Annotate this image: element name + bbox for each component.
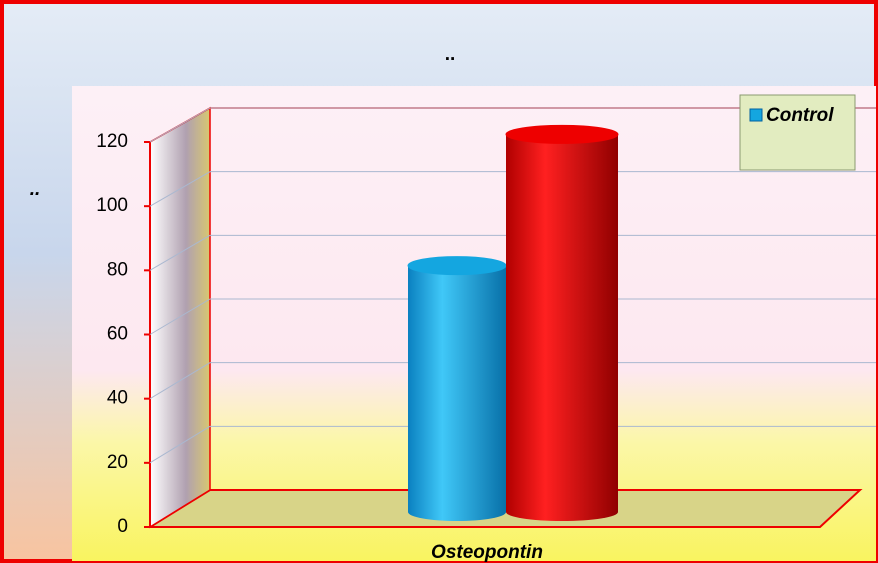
grid-line <box>149 171 211 207</box>
grid-line <box>149 425 211 464</box>
y-tick-label: 60 <box>107 324 128 345</box>
grid-line <box>149 107 211 143</box>
y-tick-label: 100 <box>96 195 128 216</box>
y-tick-label: 120 <box>96 131 128 152</box>
y-tick-label: 80 <box>107 259 128 280</box>
chart-title: .. <box>445 44 456 65</box>
bar-top <box>407 256 507 276</box>
y-tick-label: 20 <box>107 452 128 473</box>
grid-line <box>149 298 211 335</box>
bar-top <box>505 124 619 144</box>
x-tick-label: Osteopontin <box>431 542 543 563</box>
legend-label-box: Control <box>766 105 834 126</box>
bar <box>408 265 506 521</box>
grid-line <box>149 234 211 271</box>
legend <box>739 94 856 171</box>
grid-line <box>149 362 211 400</box>
legend-swatch <box>749 108 763 122</box>
side-wall <box>149 106 211 529</box>
legend-label: Control <box>766 105 834 126</box>
y-axis-label: .. <box>30 179 41 200</box>
bar <box>506 134 618 521</box>
y-tick-label: 40 <box>107 388 128 409</box>
y-tick-label: 0 <box>117 516 128 537</box>
